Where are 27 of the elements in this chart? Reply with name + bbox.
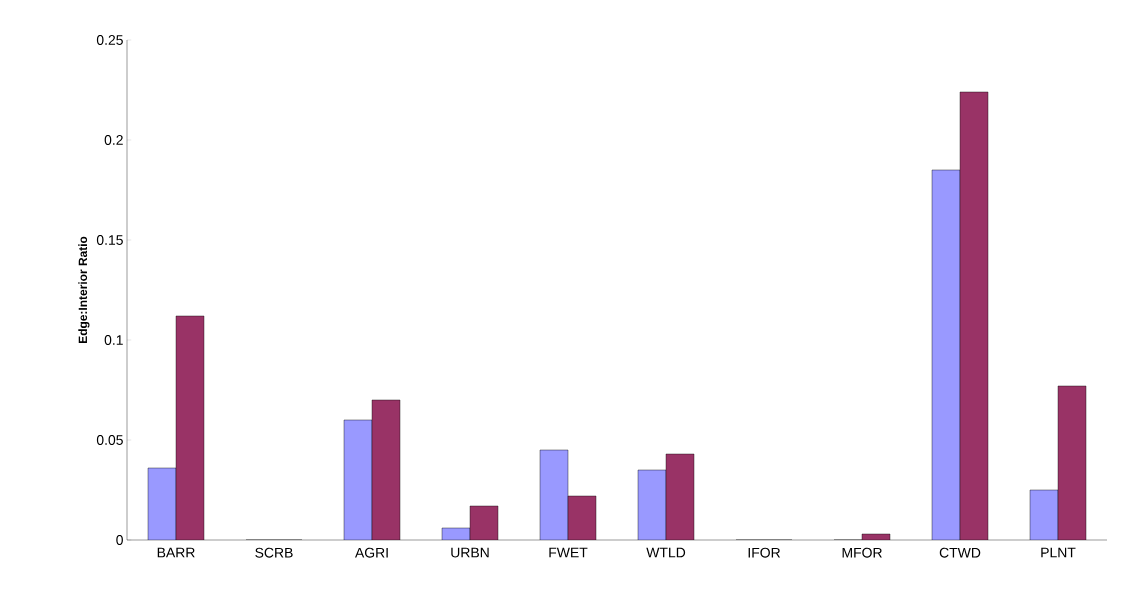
y-tick-label: 0.1 <box>104 335 123 345</box>
x-tick-label: MFOR <box>842 547 882 558</box>
bar <box>344 420 372 540</box>
bar <box>1057 385 1087 540</box>
bar <box>176 316 204 540</box>
x-tick-label: FWET <box>549 547 588 558</box>
bar <box>932 170 961 540</box>
y-tick-label: 0.15 <box>96 235 123 245</box>
x-tick-label: SCRB <box>255 547 293 558</box>
y-tick-label: 0.25 <box>96 35 123 45</box>
y-tick-label: 0.2 <box>104 135 123 145</box>
y-tick-label: 0.05 <box>96 435 123 445</box>
x-tick-label: AGRI <box>354 547 388 558</box>
bar <box>638 470 667 540</box>
x-tick-label: BARR <box>157 547 195 558</box>
x-tick-label: CTWD <box>939 547 981 558</box>
x-tick-label: PLNT <box>1041 547 1076 558</box>
y-axis-title: Edge:Interior Ratio <box>78 236 90 343</box>
bar <box>148 468 176 540</box>
x-tick-label: WTLD <box>646 547 686 558</box>
y-tick-label: 0 <box>116 535 123 545</box>
bar <box>372 400 400 540</box>
bar <box>666 454 695 540</box>
bar <box>960 92 989 540</box>
x-tick-label: URBN <box>451 547 489 558</box>
x-tick-label: IFOR <box>748 547 781 558</box>
bar <box>540 450 568 540</box>
